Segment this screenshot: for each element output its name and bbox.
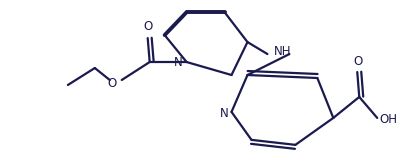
Text: OH: OH <box>379 113 397 126</box>
Text: N: N <box>174 55 182 69</box>
Text: O: O <box>354 55 363 68</box>
Text: O: O <box>143 20 152 33</box>
Text: O: O <box>107 78 117 91</box>
Text: N: N <box>220 107 229 120</box>
Text: NH: NH <box>273 44 291 58</box>
